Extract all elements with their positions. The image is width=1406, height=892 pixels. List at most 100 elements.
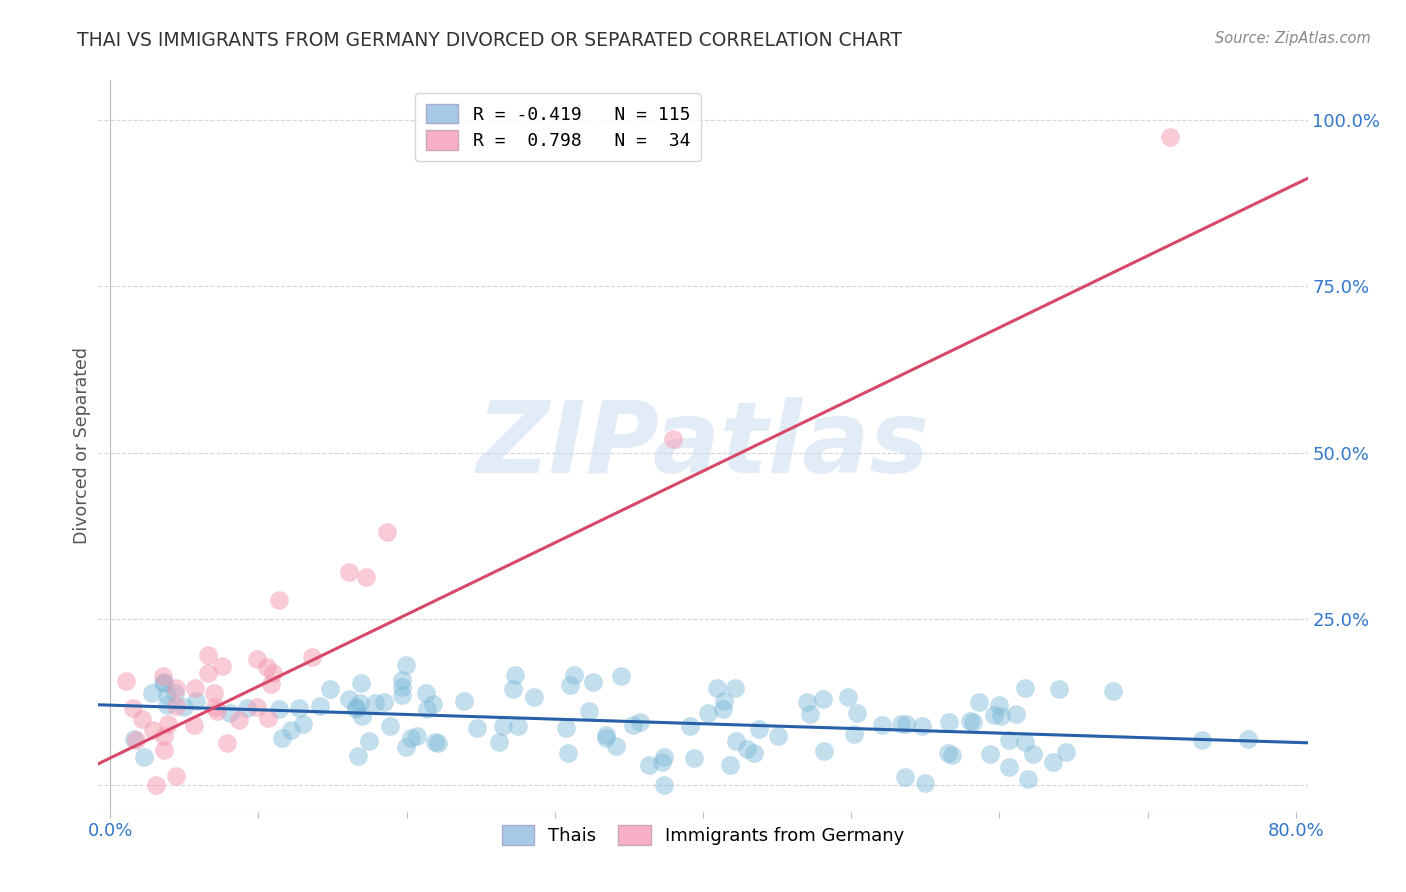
Point — [811, 692, 834, 706]
Point — [555, 721, 578, 735]
Point — [557, 747, 579, 761]
Point — [465, 721, 488, 735]
Point — [725, 734, 748, 748]
Point — [595, 728, 617, 742]
Point — [422, 697, 444, 711]
Point — [962, 715, 984, 730]
Point — [896, 716, 918, 731]
Point — [256, 660, 278, 674]
Point — [291, 717, 314, 731]
Point — [257, 711, 280, 725]
Point — [156, 717, 179, 731]
Point — [979, 747, 1001, 761]
Point — [415, 701, 437, 715]
Point — [204, 700, 226, 714]
Point — [260, 677, 283, 691]
Point — [1054, 745, 1077, 759]
Y-axis label: Divorced or Separated: Divorced or Separated — [73, 348, 91, 544]
Point — [894, 770, 917, 784]
Point — [967, 695, 990, 709]
Point — [423, 735, 446, 749]
Point — [235, 701, 257, 715]
Point — [1102, 684, 1125, 698]
Point — [936, 746, 959, 760]
Point — [628, 714, 651, 729]
Point — [914, 776, 936, 790]
Point — [621, 718, 644, 732]
Point — [184, 681, 207, 695]
Point — [1047, 682, 1070, 697]
Point — [401, 731, 423, 745]
Point — [197, 648, 219, 662]
Point — [165, 681, 187, 696]
Point — [391, 673, 413, 687]
Point — [718, 758, 741, 772]
Point — [337, 692, 360, 706]
Point — [183, 717, 205, 731]
Point — [346, 748, 368, 763]
Point — [842, 727, 865, 741]
Point — [219, 706, 242, 720]
Point — [595, 731, 617, 745]
Point — [415, 686, 437, 700]
Point — [344, 700, 367, 714]
Point — [153, 674, 176, 689]
Point — [679, 719, 702, 733]
Point — [165, 698, 187, 713]
Text: THAI VS IMMIGRANTS FROM GERMANY DIVORCED OR SEPARATED CORRELATION CHART: THAI VS IMMIGRANTS FROM GERMANY DIVORCED… — [77, 31, 903, 50]
Point — [938, 715, 960, 730]
Text: Source: ZipAtlas.com: Source: ZipAtlas.com — [1215, 31, 1371, 46]
Point — [262, 666, 284, 681]
Point — [350, 675, 373, 690]
Point — [652, 750, 675, 764]
Point — [269, 592, 291, 607]
Point — [319, 682, 342, 697]
Point — [1042, 755, 1064, 769]
Point — [288, 701, 311, 715]
Point — [1191, 732, 1213, 747]
Point — [1017, 772, 1039, 786]
Point — [502, 681, 524, 696]
Point — [998, 733, 1021, 747]
Point — [890, 717, 912, 731]
Point — [197, 665, 219, 680]
Point — [799, 706, 821, 721]
Point — [492, 719, 515, 733]
Point — [217, 736, 239, 750]
Point — [153, 729, 176, 743]
Point — [391, 689, 413, 703]
Point — [1014, 681, 1036, 695]
Point — [652, 778, 675, 792]
Point — [706, 681, 728, 695]
Point — [1004, 706, 1026, 721]
Point — [941, 747, 963, 762]
Point — [134, 750, 156, 764]
Point — [125, 733, 148, 747]
Point — [349, 696, 371, 710]
Point — [115, 674, 138, 689]
Point — [662, 433, 685, 447]
Point — [711, 701, 734, 715]
Point — [228, 713, 250, 727]
Point — [245, 652, 267, 666]
Point — [742, 747, 765, 761]
Point — [735, 741, 758, 756]
Point — [359, 734, 381, 748]
Point — [523, 690, 546, 705]
Point — [488, 735, 510, 749]
Point — [152, 742, 174, 756]
Point — [988, 698, 1011, 713]
Point — [122, 732, 145, 747]
Point — [280, 723, 302, 737]
Point — [364, 696, 387, 710]
Point — [508, 719, 530, 733]
Point — [605, 739, 627, 754]
Point — [426, 736, 449, 750]
Point — [395, 658, 418, 673]
Point — [141, 686, 163, 700]
Point — [453, 694, 475, 708]
Point — [378, 719, 401, 733]
Point — [356, 570, 378, 584]
Point — [145, 778, 167, 792]
Point — [562, 667, 585, 681]
